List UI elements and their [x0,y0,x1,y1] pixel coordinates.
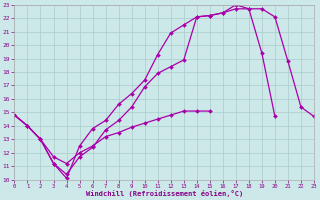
X-axis label: Windchill (Refroidissement éolien,°C): Windchill (Refroidissement éolien,°C) [85,190,243,197]
